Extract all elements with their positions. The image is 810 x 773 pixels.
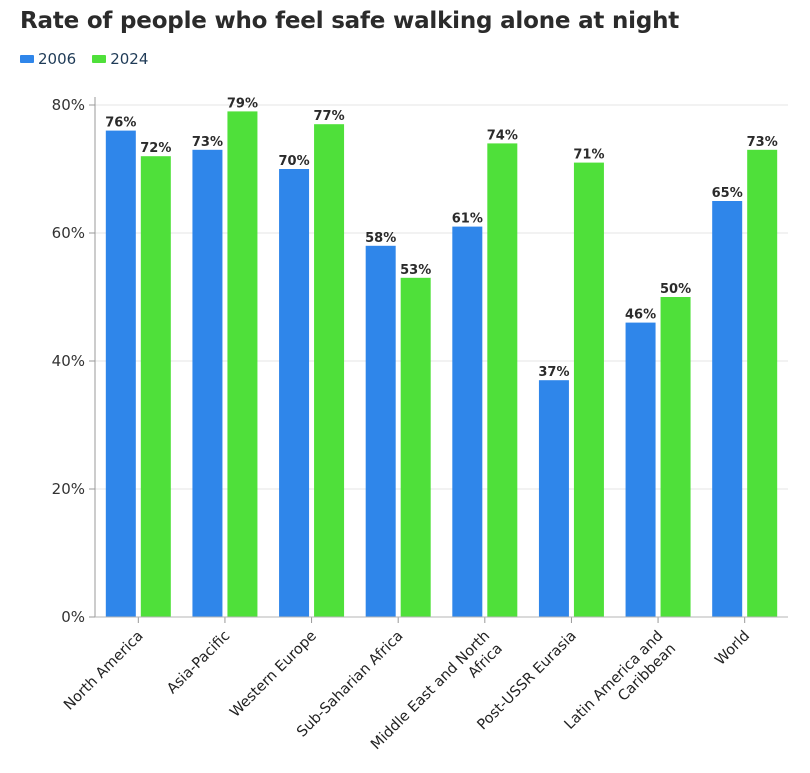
bar-2006-6[interactable] [625,322,656,617]
y-tick-label-60: 60% [52,224,85,242]
x-category-label-0: North America [61,628,147,714]
data-label-2024-2: 77% [314,109,345,124]
data-label-2024-5: 71% [573,148,604,163]
bar-2006-0[interactable] [105,130,136,617]
bar-2006-1[interactable] [192,149,223,618]
bar-2006-7[interactable] [712,201,743,617]
x-category-label-7: World [712,628,753,669]
data-label-2024-3: 53% [400,263,431,278]
chart-title: Rate of people who feel safe walking alo… [20,8,680,34]
bar-2024-4[interactable] [487,143,518,617]
data-label-2024-7: 73% [747,135,778,150]
data-label-2024-6: 50% [660,282,691,297]
data-label-2006-5: 37% [538,365,569,380]
data-label-2006-4: 61% [452,212,483,227]
legend-swatch-2006 [20,55,34,63]
y-tick-label-80: 80% [52,96,85,114]
x-category-label-line: Asia-Pacific [164,628,233,697]
data-label-2006-7: 65% [712,186,743,201]
data-label-2024-1: 79% [227,96,258,111]
bar-2024-0[interactable] [140,156,171,617]
x-category-label-line: North America [61,628,147,714]
legend-label-2006: 2006 [38,50,77,68]
bar-2024-6[interactable] [660,297,691,617]
data-label-2006-0: 76% [105,116,136,131]
data-label-2024-0: 72% [140,141,171,156]
x-category-label-1: Asia-Pacific [164,628,233,697]
y-tick-label-0: 0% [61,608,85,626]
legend: 2006 2024 [20,50,148,68]
bar-2006-2[interactable] [279,169,310,617]
data-label-2006-3: 58% [365,231,396,246]
bar-2024-5[interactable] [573,162,604,617]
data-label-2024-4: 74% [487,128,518,143]
x-category-label-6: Latin America andCaribbean [562,628,680,746]
bar-2024-7[interactable] [747,149,778,618]
bar-2024-1[interactable] [227,111,258,618]
legend-swatch-2024 [92,55,107,63]
bar-2006-4[interactable] [452,226,483,617]
bar-2006-5[interactable] [538,380,569,617]
bar-2024-2[interactable] [314,124,345,617]
y-tick-label-20: 20% [52,480,85,498]
bar-2024-3[interactable] [400,277,431,617]
bar-2006-3[interactable] [365,245,396,618]
data-label-2006-1: 73% [192,135,223,150]
x-category-label-line: World [712,628,753,669]
data-label-2006-2: 70% [279,154,310,169]
x-category-label-2: Western Europe [227,628,320,721]
legend-label-2024: 2024 [110,50,149,68]
x-category-label-line: Western Europe [227,628,320,721]
data-label-2006-6: 46% [625,308,656,323]
legend-item-2006[interactable]: 2006 [20,50,76,68]
legend-item-2024[interactable]: 2024 [92,50,148,68]
y-tick-label-40: 40% [52,352,85,370]
